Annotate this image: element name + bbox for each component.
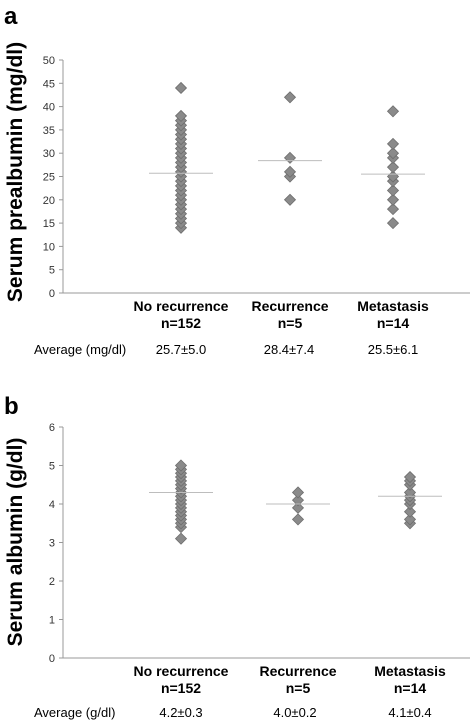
y-tick-label: 5 bbox=[49, 461, 55, 473]
data-point bbox=[291, 486, 305, 499]
panel-letter: a bbox=[4, 3, 18, 30]
average-value: 4.1±0.4 bbox=[388, 705, 431, 720]
data-point bbox=[386, 105, 400, 118]
category-label: Metastasis bbox=[374, 663, 446, 679]
data-point bbox=[291, 513, 305, 526]
data-point bbox=[174, 81, 188, 95]
data-point bbox=[174, 109, 188, 122]
average-value: 4.2±0.3 bbox=[159, 705, 202, 720]
data-point bbox=[283, 91, 297, 104]
data-point bbox=[386, 203, 400, 216]
y-tick-label: 35 bbox=[43, 125, 55, 137]
data-point bbox=[386, 193, 400, 206]
category-n-label: n=5 bbox=[278, 315, 303, 331]
data-point bbox=[283, 151, 297, 164]
average-value: 28.4±7.4 bbox=[264, 342, 315, 357]
data-point bbox=[291, 501, 305, 514]
average-value: 25.5±6.1 bbox=[368, 342, 419, 357]
y-tick-label: 6 bbox=[49, 422, 55, 434]
y-tick-label: 25 bbox=[43, 172, 55, 184]
data-point bbox=[403, 505, 417, 518]
category-label: Recurrence bbox=[251, 298, 328, 314]
average-row-label: Average (g/dl) bbox=[34, 705, 115, 720]
data-point bbox=[386, 217, 400, 230]
data-point bbox=[283, 165, 297, 178]
y-axis-label: Serum albumin (g/dl) bbox=[4, 438, 27, 647]
category-n-label: n=152 bbox=[161, 315, 201, 331]
y-tick-label: 3 bbox=[49, 538, 55, 550]
y-axis-label: Serum prealbumin (mg/dl) bbox=[4, 42, 27, 302]
category-n-label: n=5 bbox=[286, 680, 311, 696]
category-n-label: n=14 bbox=[377, 315, 410, 331]
y-tick-label: 4 bbox=[49, 499, 55, 511]
data-point bbox=[174, 459, 188, 472]
data-point bbox=[291, 494, 305, 507]
y-tick-label: 45 bbox=[43, 78, 55, 90]
category-label: No recurrence bbox=[134, 663, 229, 679]
y-tick-label: 0 bbox=[49, 653, 55, 665]
category-n-label: n=14 bbox=[394, 680, 427, 696]
data-point bbox=[386, 147, 400, 160]
average-value: 25.7±5.0 bbox=[156, 342, 207, 357]
category-label: Metastasis bbox=[357, 298, 429, 314]
data-point bbox=[403, 486, 417, 499]
data-point bbox=[403, 470, 417, 484]
data-point bbox=[386, 161, 400, 174]
category-label: No recurrence bbox=[134, 298, 229, 314]
y-tick-label: 20 bbox=[43, 195, 55, 207]
y-tick-label: 0 bbox=[49, 288, 55, 300]
y-tick-label: 10 bbox=[43, 241, 55, 253]
y-tick-label: 30 bbox=[43, 148, 55, 160]
y-tick-label: 15 bbox=[43, 218, 55, 230]
y-tick-label: 40 bbox=[43, 102, 55, 114]
average-value: 4.0±0.2 bbox=[273, 705, 316, 720]
y-tick-label: 1 bbox=[49, 615, 55, 627]
y-tick-label: 2 bbox=[49, 576, 55, 588]
panel-b: b Serum albumin (g/dl) 0 1 2 3 4 5 6 No recurrenc… bbox=[4, 393, 470, 720]
data-point bbox=[174, 532, 188, 545]
panel-letter: b bbox=[4, 393, 19, 420]
average-row-label: Average (mg/dl) bbox=[34, 342, 126, 357]
category-n-label: n=152 bbox=[161, 680, 201, 696]
panel-a: a Serum prealbumin (mg/dl) 0 5 10 15 20 25 30 35 4… bbox=[4, 3, 470, 357]
data-point bbox=[386, 184, 400, 197]
y-tick-label: 50 bbox=[43, 55, 55, 67]
category-label: Recurrence bbox=[259, 663, 336, 679]
data-point bbox=[386, 137, 400, 150]
data-point bbox=[403, 513, 417, 526]
y-tick-label: 5 bbox=[49, 265, 55, 277]
data-point bbox=[283, 193, 297, 206]
